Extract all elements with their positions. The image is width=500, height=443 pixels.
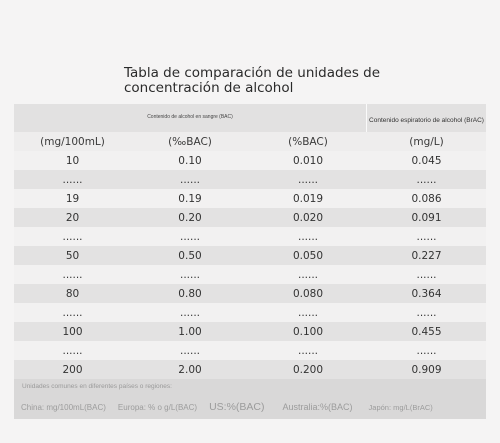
cell: ...... — [179, 173, 201, 186]
table-row: 100 1.00 0.100 0.455 — [14, 322, 486, 341]
cell: 80 — [65, 287, 80, 300]
cell: ...... — [179, 306, 201, 319]
cell: 0.020 — [292, 211, 324, 224]
regions-list: China: mg/100mL(BAC) Europa: % o g/L(BAC… — [21, 401, 481, 415]
unit-permille-bac: (‰BAC) — [168, 135, 212, 148]
cell: 0.019 — [292, 192, 324, 205]
conversion-table: Contenido de alcohol en sangre (BAC) Con… — [14, 104, 486, 379]
unit-mg-100ml: (mg/100mL) — [40, 135, 105, 148]
cell: ...... — [416, 344, 437, 357]
region-china: China: mg/100mL(BAC) — [21, 403, 106, 412]
table-row: ...... ...... ...... ...... — [14, 227, 486, 246]
region-us: US:%(BAC) — [209, 401, 265, 413]
cell: ...... — [297, 268, 319, 281]
cell: 0.086 — [411, 192, 442, 205]
region-japan: Japón: mg/L(BrAC) — [368, 403, 433, 412]
cell: 0.19 — [178, 192, 202, 205]
cell: 0.20 — [178, 211, 202, 224]
header-blood-alcohol: Contenido de alcohol en sangre (BAC) — [14, 104, 367, 132]
cell: ...... — [62, 230, 83, 243]
cell: ...... — [297, 173, 319, 186]
cell: 20 — [65, 211, 80, 224]
table-row: ...... ...... ...... ...... — [14, 265, 486, 284]
cell: 0.909 — [411, 363, 442, 376]
cell: ...... — [179, 230, 201, 243]
cell: 0.80 — [178, 287, 202, 300]
cell: 19 — [65, 192, 80, 205]
table-row: ...... ...... ...... ...... — [14, 170, 486, 189]
cell: 100 — [62, 325, 83, 338]
units-row: (mg/100mL) (‰BAC) (%BAC) (mg/L) — [14, 132, 486, 151]
cell: 0.100 — [292, 325, 324, 338]
table-header: Contenido de alcohol en sangre (BAC) Con… — [14, 104, 486, 132]
table-row: ...... ...... ...... ...... — [14, 341, 486, 360]
cell: 0.050 — [292, 249, 324, 262]
cell: 0.455 — [411, 325, 442, 338]
cell: 2.00 — [178, 363, 202, 376]
cell: ...... — [62, 344, 83, 357]
cell: 200 — [62, 363, 83, 376]
cell: 1.00 — [178, 325, 202, 338]
unit-percent-bac: (%BAC) — [288, 135, 328, 148]
cell: ...... — [62, 268, 83, 281]
cell: ...... — [62, 306, 83, 319]
cell: 0.10 — [178, 154, 202, 167]
cell: 0.010 — [292, 154, 324, 167]
cell: 0.364 — [411, 287, 442, 300]
cell: 50 — [65, 249, 80, 262]
header-breath-alcohol: Contenido espiratorio de alcohol (BrAC) — [369, 116, 484, 124]
cell: 0.045 — [411, 154, 442, 167]
table-row: 200 2.00 0.200 0.909 — [14, 360, 486, 379]
page-title: Tabla de comparación de unidades de conc… — [124, 65, 381, 96]
table-row: 20 0.20 0.020 0.091 — [14, 208, 486, 227]
cell: ...... — [416, 230, 437, 243]
cell: ...... — [297, 344, 319, 357]
table-row: 19 0.19 0.019 0.086 — [14, 189, 486, 208]
table-row: 80 0.80 0.080 0.364 — [14, 284, 486, 303]
regions-footer: Unidades comunes en diferentes países o … — [14, 379, 486, 419]
cell: ...... — [416, 173, 437, 186]
region-australia: Australia:%(BAC) — [282, 402, 353, 412]
cell: ...... — [297, 230, 319, 243]
cell: 0.50 — [178, 249, 202, 262]
table-row: 10 0.10 0.010 0.045 — [14, 151, 486, 170]
cell: ...... — [297, 306, 319, 319]
cell: 0.091 — [411, 211, 442, 224]
cell: ...... — [179, 268, 201, 281]
cell: 0.227 — [411, 249, 442, 262]
cell: 0.200 — [292, 363, 324, 376]
cell: ...... — [179, 344, 201, 357]
table-row: 50 0.50 0.050 0.227 — [14, 246, 486, 265]
cell: ...... — [416, 268, 437, 281]
cell: ...... — [62, 173, 83, 186]
cell: ...... — [416, 306, 437, 319]
cell: 0.080 — [292, 287, 324, 300]
table-row: ...... ...... ...... ...... — [14, 303, 486, 322]
cell: 10 — [65, 154, 80, 167]
unit-mg-l: (mg/L) — [409, 135, 444, 148]
region-europe: Europa: % o g/L(BAC) — [117, 403, 198, 412]
regions-label: Unidades comunes en diferentes países o … — [22, 383, 172, 390]
